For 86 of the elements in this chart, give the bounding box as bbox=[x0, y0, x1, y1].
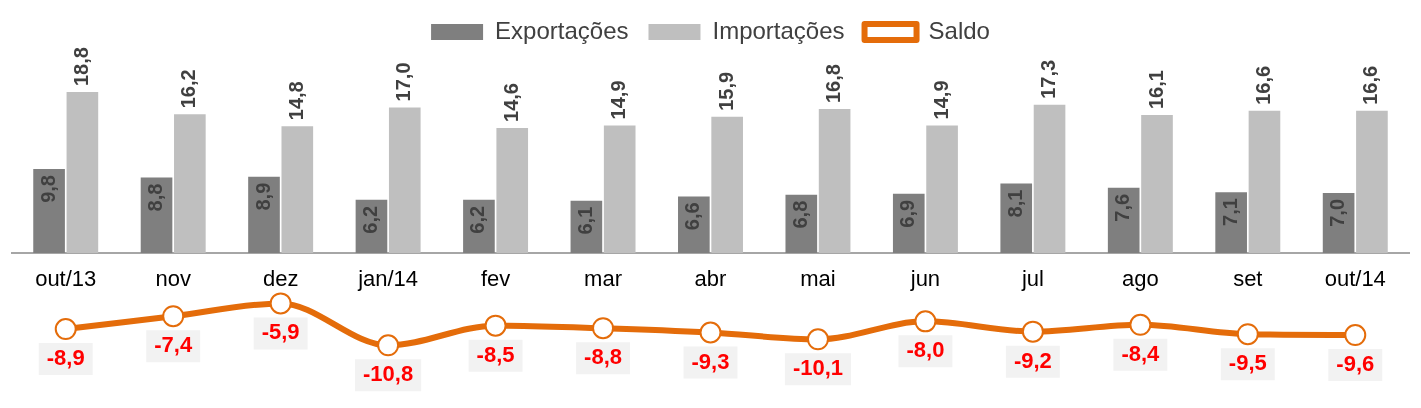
data-label: 15,9 bbox=[714, 71, 737, 111]
data-label: 16,1 bbox=[1144, 70, 1167, 110]
data-label: -10,1 bbox=[792, 355, 844, 381]
legend-label: Importações bbox=[712, 16, 845, 44]
point bbox=[592, 317, 615, 340]
data-label: 6,6 bbox=[681, 202, 704, 231]
data-label: -9,2 bbox=[1013, 347, 1052, 373]
data-label: 6,2 bbox=[358, 205, 381, 234]
legend-label: Exportações bbox=[495, 16, 629, 44]
x-tick-label: set bbox=[1233, 266, 1263, 292]
data-label: 6,8 bbox=[788, 200, 811, 229]
data-label: -7,4 bbox=[154, 332, 193, 358]
x-tick-label: mar bbox=[584, 266, 622, 292]
bar bbox=[1248, 110, 1281, 253]
data-label: 6,9 bbox=[896, 199, 919, 228]
data-label: -8,4 bbox=[1121, 340, 1161, 366]
bar bbox=[33, 169, 65, 253]
bar bbox=[711, 116, 743, 253]
data-label: -9,6 bbox=[1336, 351, 1375, 377]
x-tick-label: out/13 bbox=[35, 266, 97, 292]
bar bbox=[1141, 115, 1173, 253]
point bbox=[54, 318, 77, 341]
point bbox=[1021, 320, 1044, 343]
bar bbox=[388, 107, 421, 253]
x-tick-label: jun bbox=[909, 266, 941, 292]
data-label: 8,9 bbox=[251, 182, 274, 211]
data-label: -8,8 bbox=[584, 344, 622, 370]
data-label: -8,9 bbox=[46, 345, 85, 371]
x-tick-label: out/14 bbox=[1324, 266, 1386, 292]
data-label: 7,6 bbox=[1111, 193, 1134, 222]
bar bbox=[248, 176, 280, 253]
point bbox=[914, 310, 937, 333]
point bbox=[806, 328, 829, 351]
data-label: -10,8 bbox=[363, 361, 414, 387]
data-label: 8,8 bbox=[144, 183, 167, 212]
data-label: -5,9 bbox=[261, 319, 300, 345]
bar bbox=[174, 114, 206, 253]
x-tick-label: nov bbox=[155, 266, 191, 292]
data-label: 8,1 bbox=[1003, 189, 1026, 218]
point bbox=[1129, 313, 1152, 336]
data-label: 14,8 bbox=[284, 81, 307, 121]
bar bbox=[1215, 192, 1247, 253]
x-tick-label: mai bbox=[800, 266, 836, 292]
data-label: 16,8 bbox=[822, 64, 845, 104]
data-label: 16,2 bbox=[177, 69, 200, 109]
data-label: 7,1 bbox=[1218, 198, 1241, 226]
data-label: 14,9 bbox=[929, 80, 952, 120]
data-label: 16,6 bbox=[1251, 65, 1274, 105]
data-label: -9,3 bbox=[691, 348, 730, 374]
x-tick-label: dez bbox=[262, 266, 299, 292]
x-tick-label: fev bbox=[480, 266, 511, 292]
data-label: 7,0 bbox=[1326, 198, 1349, 227]
data-label: 6,2 bbox=[466, 205, 489, 234]
point bbox=[269, 292, 292, 315]
point bbox=[1344, 324, 1367, 347]
data-label: -8,0 bbox=[906, 337, 945, 363]
data-label: 9,8 bbox=[36, 175, 59, 203]
point bbox=[162, 305, 185, 328]
data-label: 17,3 bbox=[1037, 59, 1060, 99]
bar bbox=[1000, 183, 1033, 253]
point bbox=[484, 314, 507, 337]
point bbox=[699, 321, 722, 344]
bar bbox=[603, 125, 636, 253]
data-label: -8,5 bbox=[476, 341, 515, 367]
bar bbox=[818, 109, 851, 253]
bar bbox=[926, 125, 958, 253]
x-tick-label: abr bbox=[694, 266, 727, 292]
bar bbox=[1033, 104, 1066, 253]
bar bbox=[66, 92, 99, 253]
bar bbox=[281, 126, 314, 253]
data-label: 14,6 bbox=[499, 83, 522, 122]
x-tick-label: jul bbox=[1020, 266, 1044, 292]
data-label: 16,6 bbox=[1359, 65, 1382, 105]
bar bbox=[1356, 110, 1388, 253]
x-tick-label: ago bbox=[1121, 266, 1159, 292]
legend-label: Saldo bbox=[928, 16, 990, 44]
bar bbox=[1107, 187, 1140, 253]
point bbox=[377, 334, 400, 357]
x-tick-label: jan/14 bbox=[357, 266, 419, 292]
point bbox=[1236, 323, 1259, 346]
bar bbox=[496, 127, 529, 253]
data-label: -9,5 bbox=[1228, 350, 1267, 376]
data-label: 6,1 bbox=[573, 206, 596, 235]
data-label: 17,0 bbox=[392, 62, 415, 102]
data-label: 18,8 bbox=[69, 47, 92, 86]
data-label: 14,9 bbox=[607, 80, 630, 120]
